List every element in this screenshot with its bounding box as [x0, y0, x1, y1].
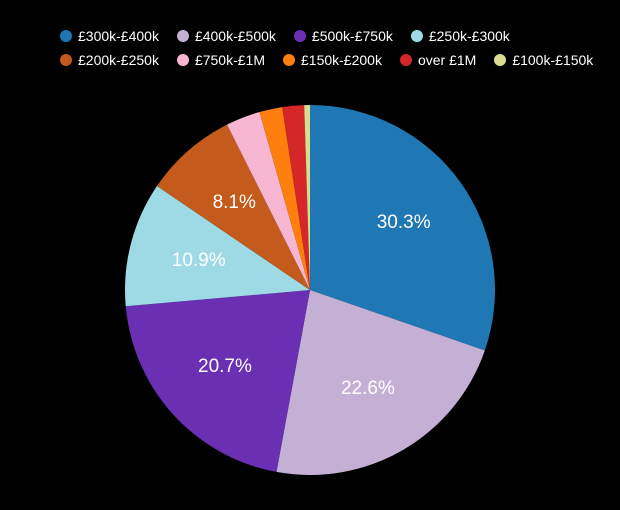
legend-marker — [177, 54, 189, 66]
legend-marker — [400, 54, 412, 66]
legend-marker — [411, 30, 423, 42]
legend: £300k-£400k £400k-£500k £500k-£750k £250k-£… — [60, 28, 600, 68]
legend-marker — [177, 30, 189, 42]
slice-percent-label: 8.1% — [213, 192, 256, 214]
pie-svg — [125, 105, 495, 475]
legend-label: over £1M — [418, 52, 476, 68]
legend-item: £250k-£300k — [411, 28, 510, 44]
legend-marker — [60, 30, 72, 42]
legend-marker — [60, 54, 72, 66]
legend-label: £100k-£150k — [512, 52, 593, 68]
legend-label: £250k-£300k — [429, 28, 510, 44]
legend-item: £500k-£750k — [294, 28, 393, 44]
pie-chart: 30.3% 22.6% 20.7% 10.9% 8.1% — [125, 105, 495, 475]
slice-percent-label: 22.6% — [341, 378, 395, 400]
legend-marker — [494, 54, 506, 66]
legend-label: £750k-£1M — [195, 52, 265, 68]
slice-percent-label: 10.9% — [172, 250, 226, 272]
slice-percent-label: 30.3% — [377, 212, 431, 234]
legend-label: £200k-£250k — [78, 52, 159, 68]
legend-label: £400k-£500k — [195, 28, 276, 44]
legend-label: £300k-£400k — [78, 28, 159, 44]
legend-item: £300k-£400k — [60, 28, 159, 44]
legend-item: £400k-£500k — [177, 28, 276, 44]
legend-label: £500k-£750k — [312, 28, 393, 44]
legend-label: £150k-£200k — [301, 52, 382, 68]
slice-percent-label: 20.7% — [198, 356, 252, 378]
legend-marker — [294, 30, 306, 42]
legend-item: £200k-£250k — [60, 52, 159, 68]
legend-item: over £1M — [400, 52, 476, 68]
legend-item: £750k-£1M — [177, 52, 265, 68]
legend-item: £100k-£150k — [494, 52, 593, 68]
legend-item: £150k-£200k — [283, 52, 382, 68]
legend-marker — [283, 54, 295, 66]
